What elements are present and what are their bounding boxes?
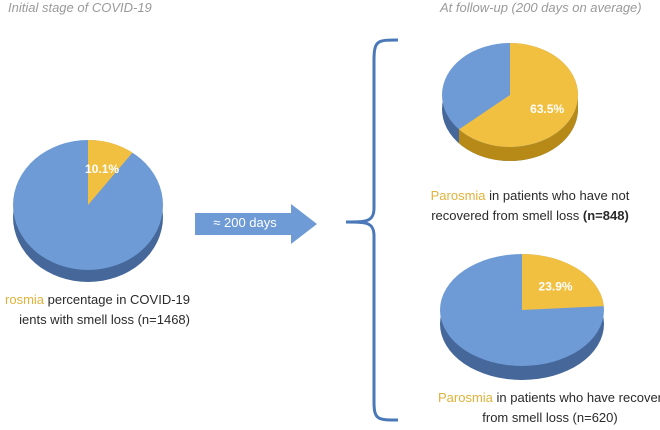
recovered-slice-parosmia — [522, 254, 604, 310]
recovered-caption-rest: in patients who have recover — [492, 390, 660, 405]
initial-caption: rosmia percentage in COVID-19 ients with… — [0, 290, 190, 330]
not-recovered-data-label: 63.5% — [530, 102, 564, 116]
recovered-caption-line2: from smell loss (n=620) — [482, 410, 618, 425]
recovered-caption: Parosmia in patients who have recover fr… — [420, 388, 660, 428]
recovered-data-label: 23.9% — [539, 279, 573, 293]
recovered-caption-parosmia: Parosmia — [437, 390, 493, 405]
not-recovered-caption-rest: in patients who have not — [485, 188, 630, 203]
not-recovered-caption-line2: recovered from smell loss — [431, 208, 583, 223]
initial-stage-heading: Initial stage of COVID-19 — [8, 0, 152, 15]
initial-caption-rest: percentage in COVID-19 — [44, 292, 190, 307]
bracket-icon — [345, 38, 399, 422]
not-recovered-caption: Parosmia in patients who have not recove… — [410, 186, 650, 226]
initial-slice-parosmia — [88, 140, 133, 205]
not-recovered-parosmia-side — [458, 95, 578, 161]
initial-data-label: 10.1% — [85, 162, 119, 176]
not-recovered-caption-parosmia: Parosmia — [430, 188, 486, 203]
arrow-icon — [195, 204, 317, 244]
initial-caption-line2: ients with smell loss (n=1468) — [19, 312, 190, 327]
initial-caption-parosmia: rosmia — [5, 292, 45, 307]
not-recovered-slice-parosmia — [458, 43, 579, 147]
not-recovered-caption-n: (n=848) — [582, 208, 629, 223]
arrow-label: ≈ 200 days — [213, 215, 277, 230]
follow-up-heading: At follow-up (200 days on average) — [440, 0, 642, 15]
